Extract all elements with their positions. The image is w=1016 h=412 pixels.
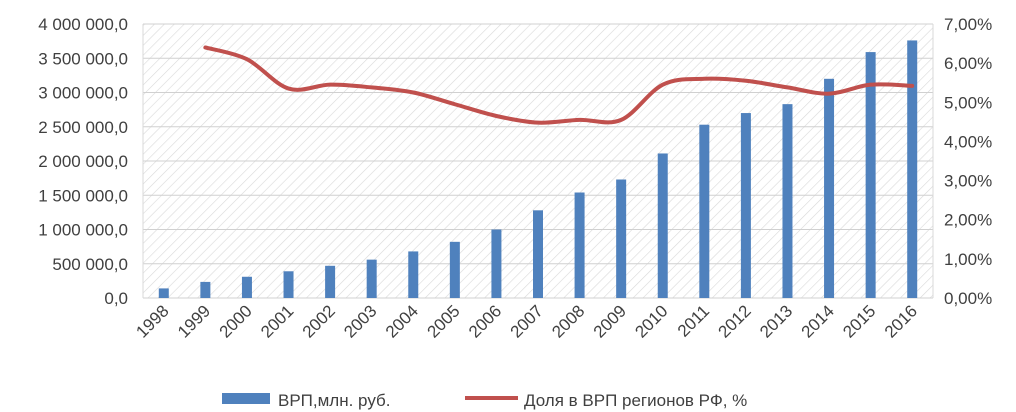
x-tick-label: 2014 [798,301,838,341]
x-tick-label: 2011 [674,301,713,340]
x-tick-label: 2010 [631,301,671,341]
bar [408,251,419,298]
y-left-tick-label: 1 000 000,0 [38,221,128,240]
y-left-tick-label: 0,0 [104,289,128,308]
bar-series [158,40,918,299]
y-left-tick-label: 2 500 000,0 [38,118,128,137]
y-right-tick-label: 4,00% [944,132,992,151]
y-right-tick-label: 3,00% [944,172,992,191]
bar [158,288,169,298]
y-left-tick-label: 3 500 000,0 [38,49,128,68]
x-tick-label: 2009 [590,301,630,341]
x-tick-label: 2006 [465,301,505,341]
legend-bar-label: ВРП,млн. руб. [278,391,390,410]
y-right-tick-label: 5,00% [944,93,992,112]
bar [533,210,543,298]
bar [907,40,918,298]
bar [449,241,460,298]
legend-line-label: Доля в ВРП регионов РФ, % [524,391,747,410]
x-tick-label: 2000 [216,301,256,341]
legend: ВРП,млн. руб. Доля в ВРП регионов РФ, % [222,391,747,410]
y-left-tick-label: 500 000,0 [52,255,128,274]
bar [865,52,876,299]
x-tick-label: 2008 [548,301,588,341]
y-right-tick-label: 1,00% [944,250,992,269]
y-axis-left: 0,0 500 000,0 1 000 000,0 1 500 000,0 2 000 … [38,15,128,308]
y-right-tick-label: 0,00% [944,289,992,308]
x-tick-label: 2002 [299,301,339,341]
y-left-tick-label: 4 000 000,0 [38,15,128,34]
bar [325,265,336,298]
bar [657,153,668,298]
y-left-tick-label: 1 500 000,0 [38,186,128,205]
bar [782,104,793,299]
y-left-tick-label: 2 000 000,0 [38,152,128,171]
x-axis: 1998 1999 2000 2001 2002 2003 2004 2005 2006 2007… [132,301,921,341]
x-tick-label: 2007 [507,301,547,341]
x-tick-label: 2016 [881,301,921,341]
y-left-tick-label: 3 000 000,0 [38,84,128,103]
share-line [203,45,915,125]
y-axis-right: 0,00% 1,00% 2,00% 3,00% 4,00% 5,00% 6,00% 7,00% [944,15,992,308]
bar [241,276,252,298]
y-right-tick-label: 2,00% [944,211,992,230]
x-tick-label: 2003 [340,301,380,341]
legend-bar-swatch [222,393,270,404]
bar [200,281,211,298]
y-right-tick-label: 6,00% [944,54,992,73]
x-tick-label: 2015 [839,301,879,341]
bar [824,78,835,298]
bar [616,179,627,298]
bar [699,124,710,298]
bar [283,271,294,298]
x-tick-label: 1998 [132,301,172,341]
y-right-tick-label: 7,00% [944,15,992,34]
x-tick-label: 2004 [382,301,422,341]
bar [491,229,502,298]
x-tick-label: 2012 [715,301,755,341]
x-tick-label: 2013 [756,301,796,341]
bar [740,113,751,298]
x-tick-label: 2005 [423,301,463,341]
bar [574,192,585,298]
bar [366,259,377,298]
x-tick-label: 2001 [257,301,297,341]
x-tick-label: 1999 [174,301,214,341]
